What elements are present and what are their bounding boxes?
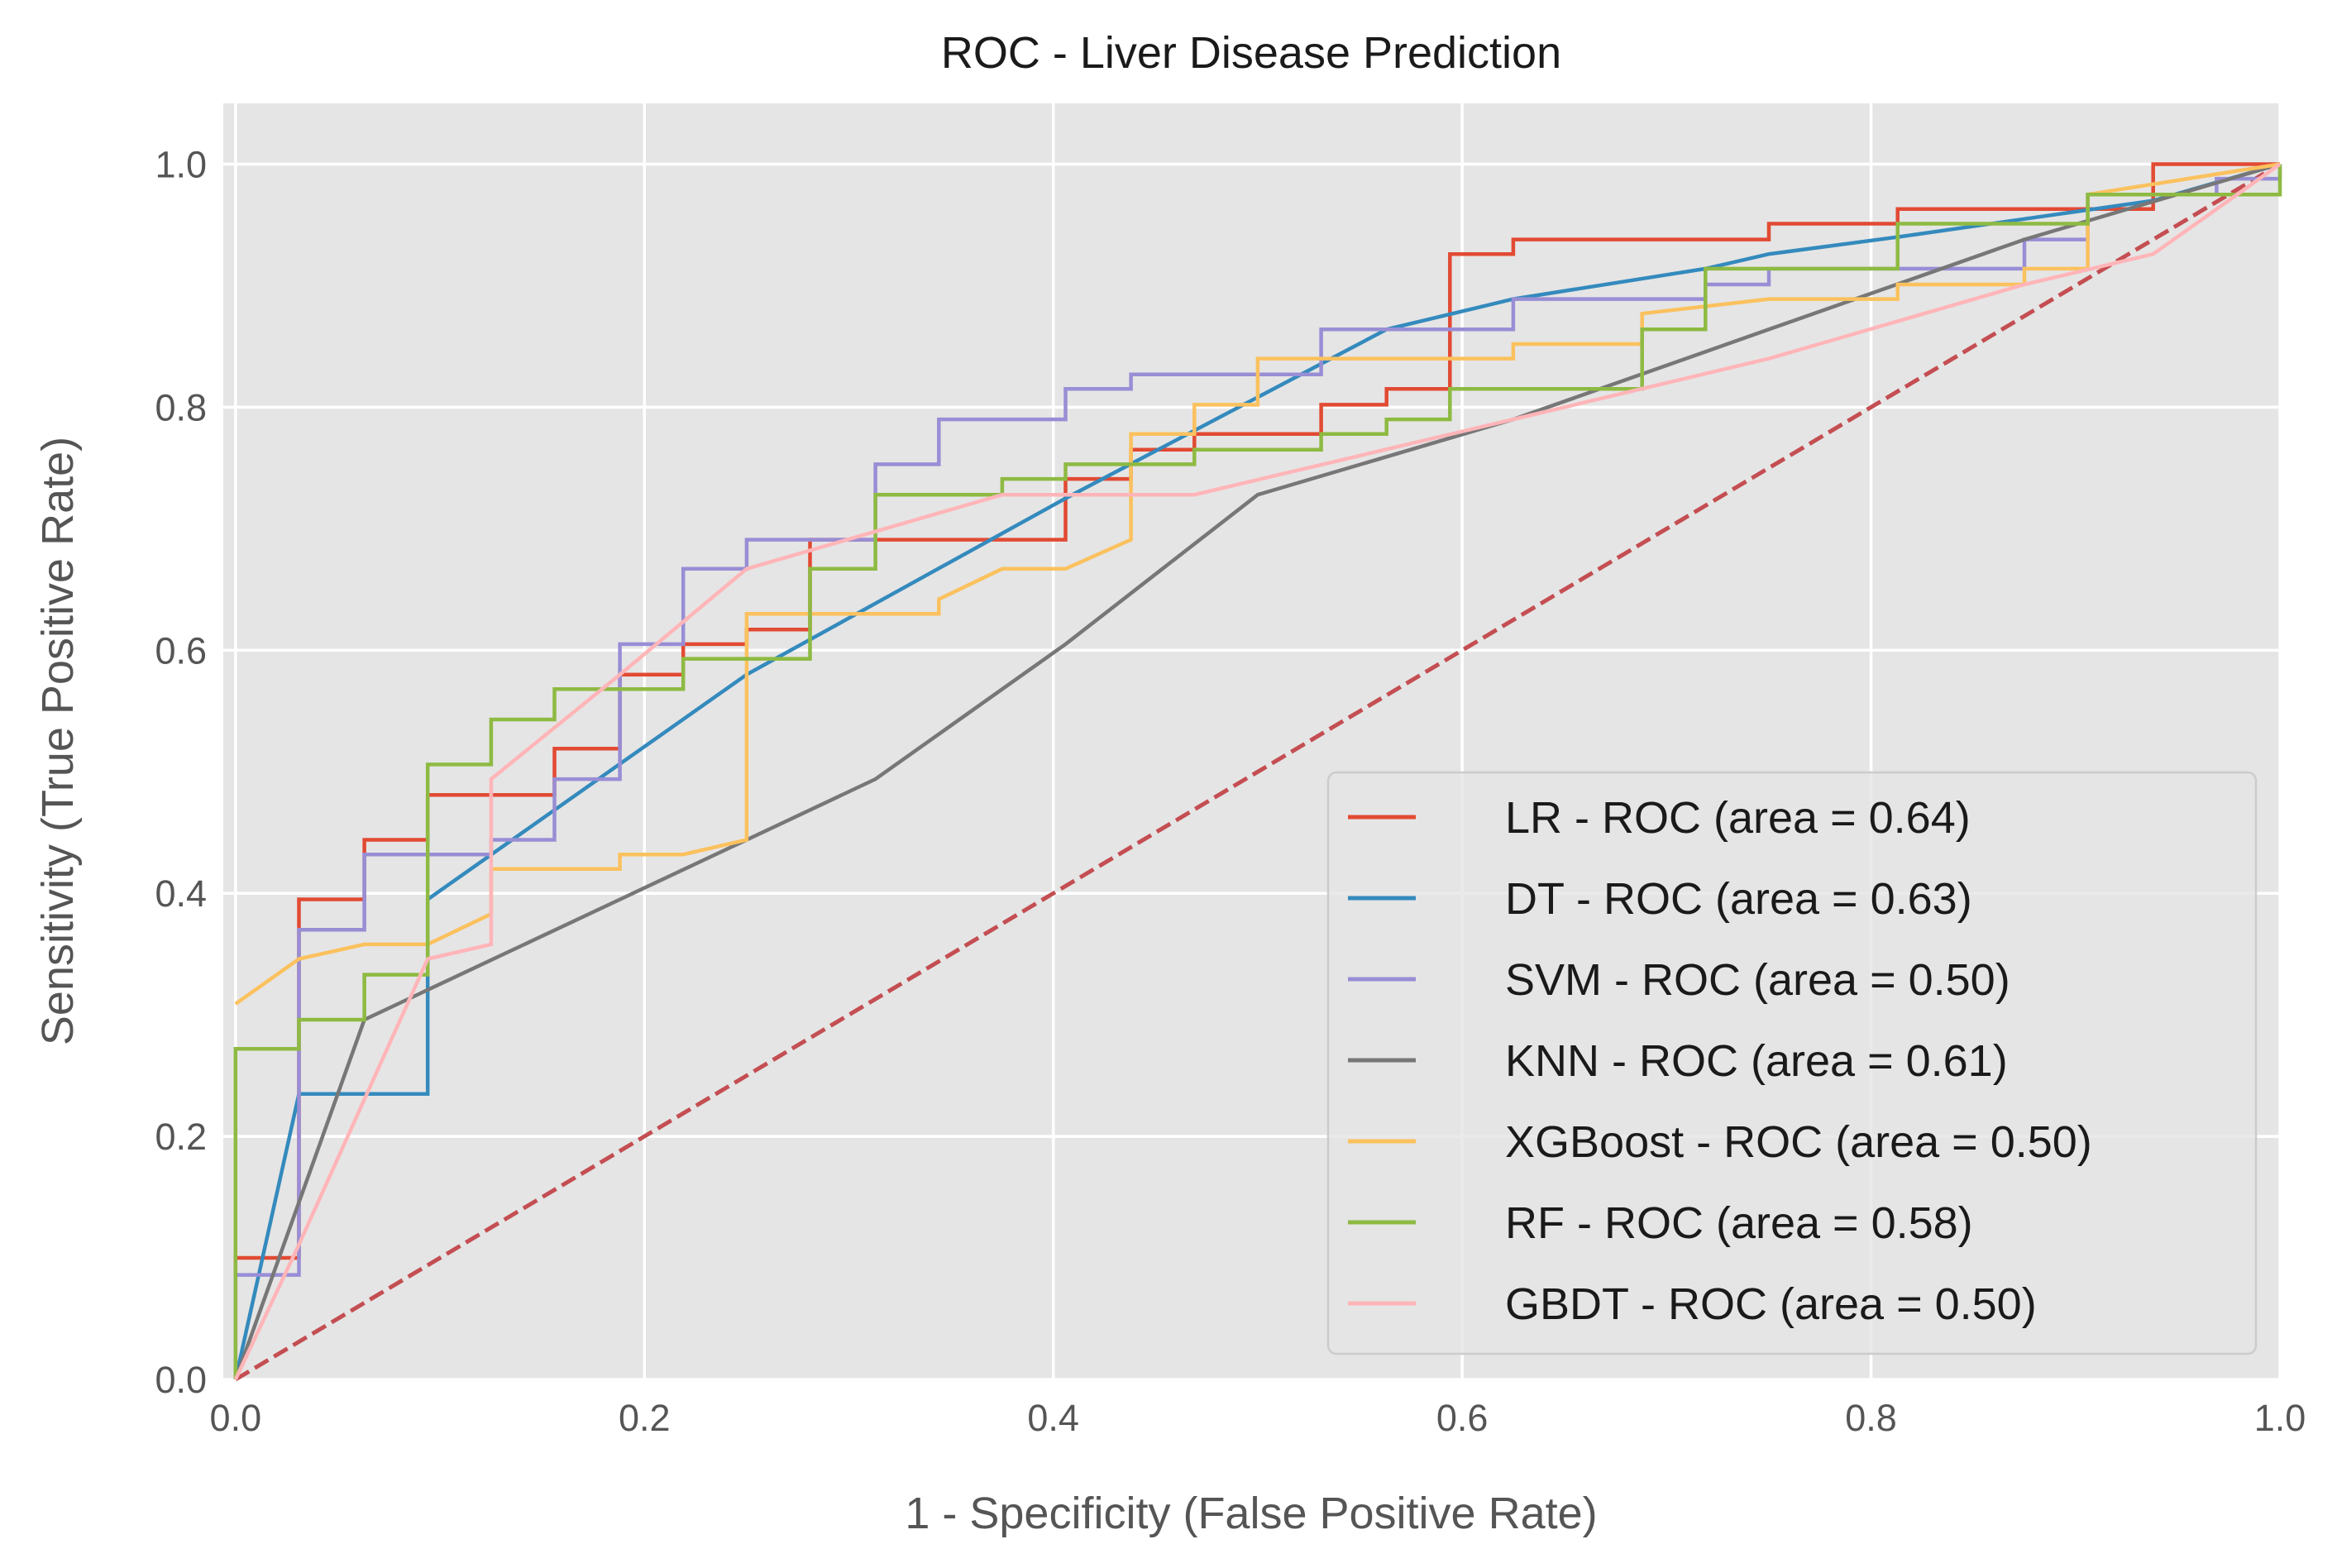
x-tick-label: 0.2 bbox=[619, 1397, 671, 1439]
x-axis-label: 1 - Specificity (False Positive Rate) bbox=[905, 1489, 1597, 1538]
y-tick-labels: 0.0 0.2 0.4 0.6 0.8 1.0 bbox=[155, 143, 207, 1401]
chart-title: ROC - Liver Disease Prediction bbox=[941, 28, 1561, 78]
series-line-4 bbox=[234, 162, 2281, 1006]
grid-lines bbox=[223, 103, 2282, 1381]
legend-box bbox=[1326, 771, 2258, 1355]
x-tick-label: 0.6 bbox=[1436, 1397, 1489, 1439]
legend-label: GBDT - ROC (area = 0.50) bbox=[1505, 1279, 2037, 1329]
legend-label: KNN - ROC (area = 0.61) bbox=[1505, 1036, 2008, 1086]
roc-series bbox=[233, 162, 2282, 1380]
legend-label: RF - ROC (area = 0.58) bbox=[1505, 1198, 1973, 1248]
y-tick-label: 0.6 bbox=[155, 629, 207, 672]
legend-label: DT - ROC (area = 0.63) bbox=[1505, 874, 1972, 924]
x-tick-label: 0.0 bbox=[210, 1397, 262, 1439]
legend-label: SVM - ROC (area = 0.50) bbox=[1505, 955, 2010, 1005]
y-tick-label: 1.0 bbox=[155, 143, 207, 185]
y-tick-label: 0.2 bbox=[155, 1116, 207, 1158]
legend: LR - ROC (area = 0.64) DT - ROC (area = 0… bbox=[1326, 771, 2258, 1355]
legend-label: XGBoost - ROC (area = 0.50) bbox=[1505, 1117, 2092, 1167]
series-line-5 bbox=[233, 164, 2282, 1379]
x-tick-labels: 0.0 0.2 0.4 0.6 0.8 1.0 bbox=[210, 1397, 2306, 1439]
diagonal-line bbox=[234, 162, 2282, 1382]
y-axis-label: Sensitivity (True Positive Rate) bbox=[33, 437, 83, 1045]
x-tick-label: 0.4 bbox=[1027, 1397, 1079, 1439]
y-tick-label: 0.0 bbox=[155, 1359, 207, 1401]
y-tick-label: 0.8 bbox=[155, 386, 207, 428]
legend-label: LR - ROC (area = 0.64) bbox=[1505, 793, 1971, 843]
series-line-6 bbox=[233, 162, 2282, 1380]
x-tick-label: 1.0 bbox=[2254, 1397, 2306, 1439]
x-tick-label: 0.8 bbox=[1845, 1397, 1897, 1439]
chance-diagonal bbox=[234, 162, 2282, 1382]
y-tick-label: 0.4 bbox=[155, 872, 207, 915]
